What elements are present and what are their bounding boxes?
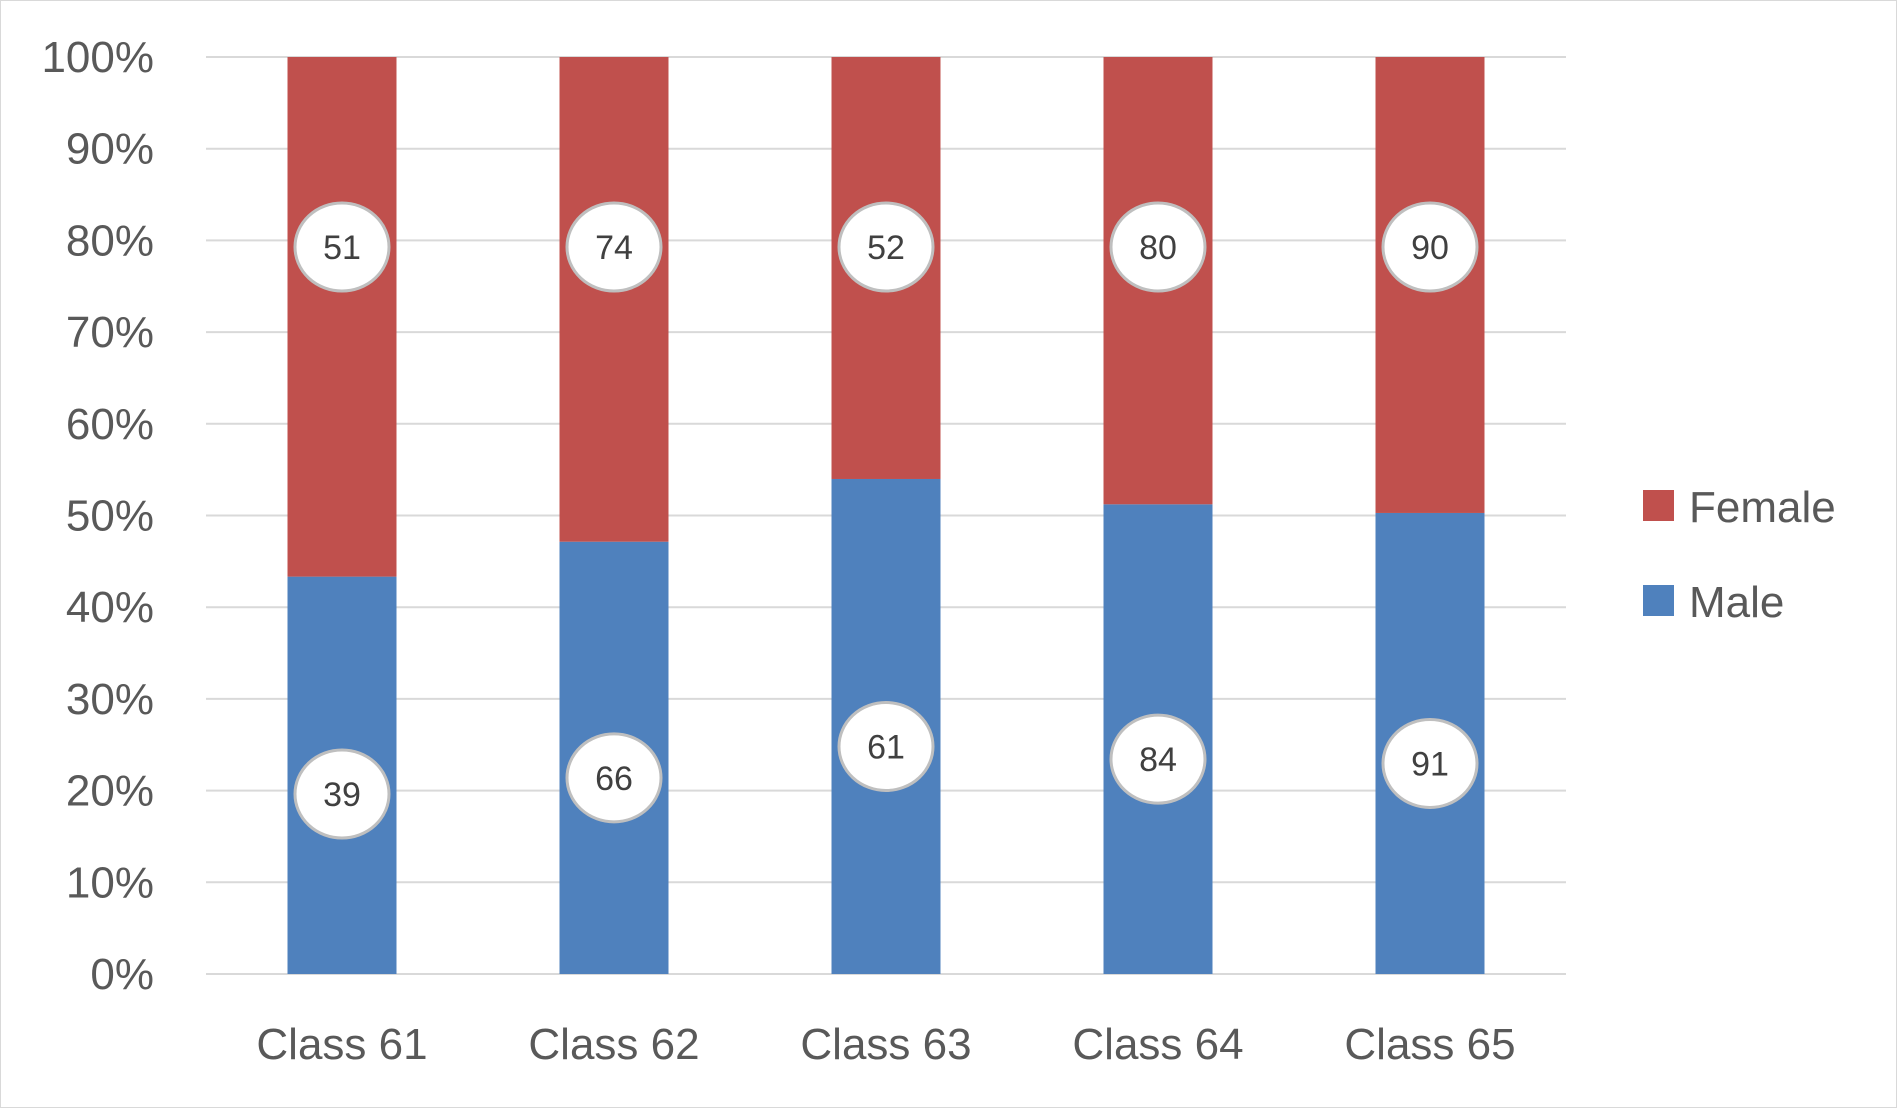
y-tick-label: 20% [66, 767, 154, 816]
data-label-male: 91 [1411, 745, 1449, 783]
data-label-male: 84 [1139, 741, 1177, 779]
y-tick-label: 100% [41, 33, 154, 82]
data-label-female: 74 [595, 229, 633, 267]
y-tick-label: 70% [66, 308, 154, 357]
bar-group: 61 52 [831, 57, 941, 974]
x-category-label: Class 63 [800, 1020, 971, 1069]
data-label-female-callout [293, 201, 391, 293]
y-tick-label: 40% [66, 583, 154, 632]
y-tick-label: 80% [66, 216, 154, 265]
x-category-label: Class 64 [1072, 1020, 1243, 1069]
data-label-female: 80 [1139, 229, 1177, 267]
y-tick-label: 0% [90, 950, 154, 999]
data-label-male-callout [1109, 713, 1207, 805]
legend-swatch [1643, 490, 1674, 521]
data-label-female-callout [565, 201, 663, 293]
data-label-female: 51 [323, 229, 361, 267]
y-tick-label: 90% [66, 125, 154, 174]
legend-item-female: Female [1643, 483, 1836, 532]
bar-group: 66 74 [559, 57, 669, 974]
data-label-female: 52 [867, 229, 905, 267]
bar-segment-female [559, 57, 669, 542]
y-tick-label: 60% [66, 400, 154, 449]
bar-group: 84 80 [1103, 57, 1213, 974]
data-label-female-callout [1381, 201, 1479, 293]
data-label-female: 90 [1411, 229, 1449, 267]
data-label-male: 39 [323, 776, 361, 814]
bar-segment-female [287, 57, 397, 577]
x-category-label: Class 65 [1344, 1020, 1515, 1069]
legend-item-male: Male [1643, 578, 1784, 627]
y-tick-label: 50% [66, 492, 154, 541]
data-label-male-callout [293, 748, 391, 840]
y-tick-label: 30% [66, 675, 154, 724]
x-category-label: Class 61 [256, 1020, 427, 1069]
data-label-male-callout [1381, 717, 1479, 809]
bar-group: 91 90 [1375, 57, 1485, 974]
data-label-male: 61 [867, 728, 905, 766]
bar-group: 39 51 [287, 57, 397, 974]
data-label-male-callout [837, 700, 935, 792]
data-label-female-callout [837, 201, 935, 293]
data-label-male: 66 [595, 760, 633, 798]
data-label-male-callout [565, 732, 663, 824]
data-label-female-callout [1109, 201, 1207, 293]
y-tick-label: 10% [66, 858, 154, 907]
legend-label: Female [1689, 483, 1836, 532]
legend-swatch [1643, 585, 1674, 616]
legend-label: Male [1689, 578, 1784, 627]
x-category-label: Class 62 [528, 1020, 699, 1069]
